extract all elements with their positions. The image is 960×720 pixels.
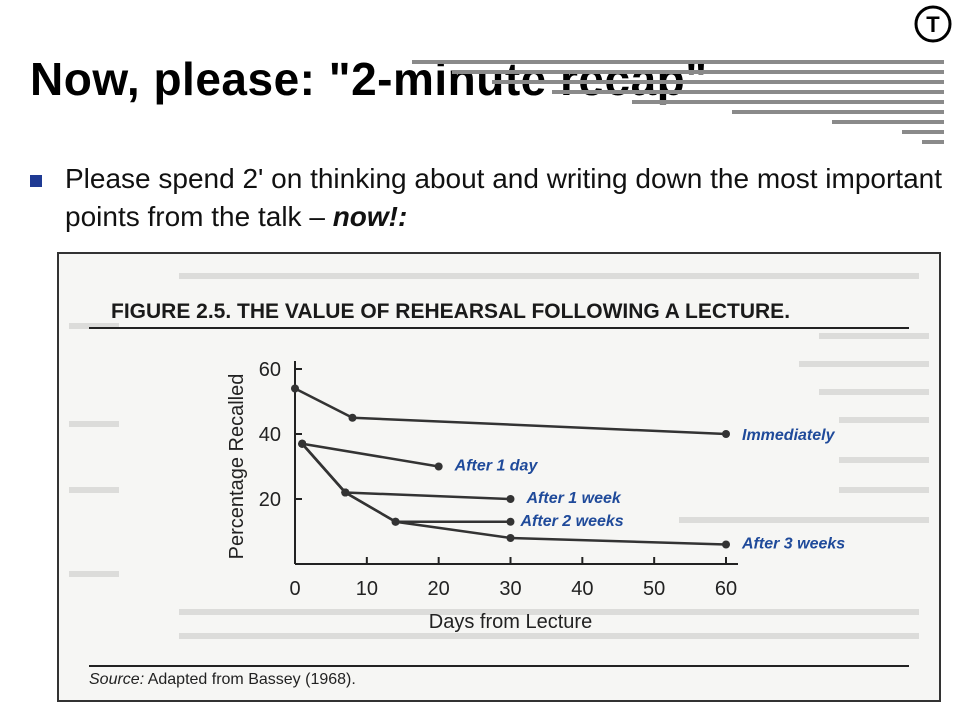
source-label: Source: — [89, 671, 144, 688]
figure-scan: FIGURE 2.5. THE VALUE OF REHEARSAL FOLLO… — [57, 252, 941, 702]
bullet-text: Please spend 2' on thinking about and wr… — [65, 160, 945, 236]
title-stripes-decoration — [412, 60, 944, 144]
data-point — [291, 384, 299, 393]
series-label: After 3 weeks — [741, 536, 845, 553]
bullet-square-icon — [30, 175, 42, 187]
y-tick-label: 40 — [259, 424, 281, 446]
rehearsal-chart: FIGURE 2.5. THE VALUE OF REHEARSAL FOLLO… — [69, 273, 929, 688]
series-line — [294, 387, 727, 436]
series-label: Immediately — [742, 427, 836, 444]
x-tick-label: 20 — [428, 578, 450, 600]
data-point — [506, 517, 515, 526]
data-point — [434, 462, 443, 471]
x-tick-label: 0 — [289, 578, 300, 600]
figure-source: Source: Adapted from Bassey (1968). — [89, 671, 356, 688]
source-text: Adapted from Bassey (1968). — [144, 671, 356, 688]
data-point — [341, 488, 350, 497]
bullet-text-main: Please spend 2' on thinking about and wr… — [65, 163, 942, 232]
series-label: After 2 weeks — [520, 513, 624, 530]
series-label: After 1 day — [454, 458, 539, 475]
x-tick-label: 50 — [643, 578, 665, 600]
data-point — [722, 430, 730, 438]
x-tick-label: 10 — [356, 578, 378, 600]
y-axis-label: Percentage Recalled — [226, 374, 248, 560]
x-tick-label: 30 — [499, 578, 521, 600]
plot-area: 0 10 20 30 40 50 60 20 40 60 Days from Lecture Perc… — [226, 359, 845, 633]
series-label: After 1 week — [526, 490, 622, 507]
background-text-lines — [69, 273, 929, 639]
x-tick-label: 40 — [571, 578, 593, 600]
figure-heading: FIGURE 2.5. THE VALUE OF REHEARSAL FOLLO… — [111, 300, 790, 323]
logo-icon: T — [914, 5, 952, 43]
x-axis-label: Days from Lecture — [429, 611, 592, 633]
y-tick-label: 60 — [259, 359, 281, 381]
data-point — [348, 413, 357, 422]
data-point — [506, 495, 515, 503]
series-line — [301, 442, 511, 523]
bullet-emphasis: now!: — [332, 201, 408, 232]
data-point — [298, 439, 307, 448]
logo-letter: T — [926, 12, 940, 37]
y-tick-label: 20 — [259, 489, 281, 511]
data-point — [391, 517, 400, 526]
series-line — [301, 442, 439, 468]
x-tick-label: 60 — [715, 578, 737, 600]
data-point — [722, 540, 730, 549]
data-point — [506, 534, 515, 542]
